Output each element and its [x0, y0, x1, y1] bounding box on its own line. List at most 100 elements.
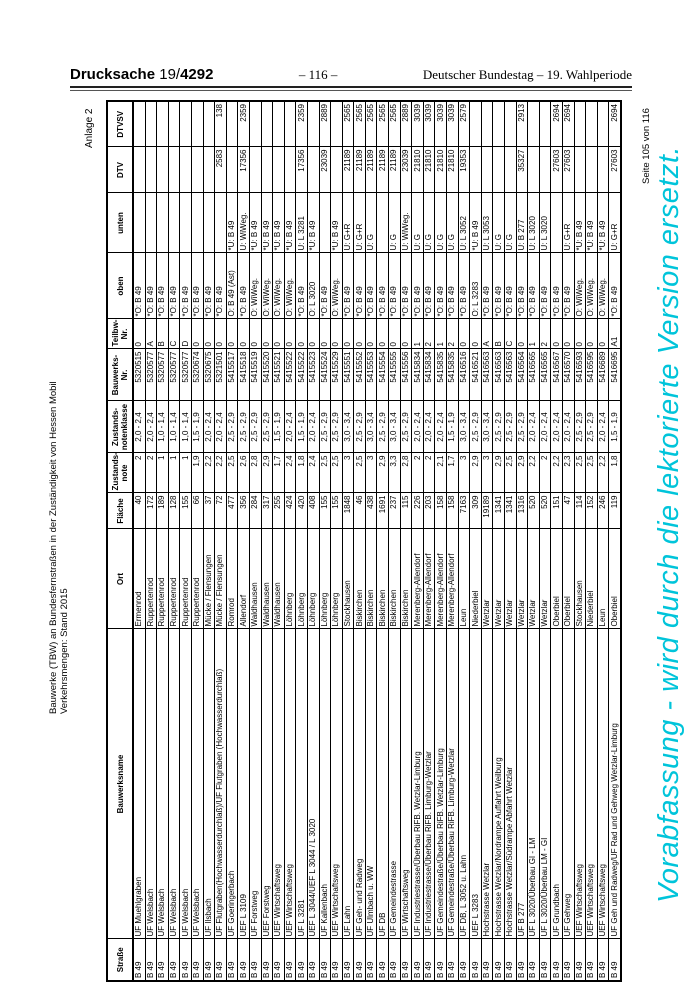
cell: 5416593 [574, 349, 586, 401]
cell: 5416570 [562, 349, 575, 401]
cell: U: B 277 [516, 193, 528, 253]
cell: *O: B 49 [237, 253, 250, 319]
cell: B 49 [226, 939, 238, 981]
cell: 0 [342, 319, 354, 349]
cell: 5415523 [307, 349, 319, 401]
cell: 2889 [400, 101, 412, 147]
cell: 0 [295, 319, 308, 349]
column-header: Teilbw- Nr. [107, 319, 133, 349]
cell: *O: B 49 [516, 253, 528, 319]
cell: 2,5 [585, 453, 598, 493]
cell: *O: B 49 [423, 253, 435, 319]
cell: UF Goeringerbach [226, 629, 238, 939]
cell: 27603 [562, 147, 575, 193]
cell: UEF L 3109 [237, 629, 250, 939]
cell [272, 147, 285, 193]
cell: Waldhausen [249, 529, 262, 629]
cell: 2,9 [469, 453, 482, 493]
table-row: B 49 UF DB, L 3052 u. Lahn Leun 7163 3 3,0 - … [458, 101, 470, 981]
cell: 1,0 - 1,4 [156, 401, 169, 453]
cell: C [168, 319, 180, 349]
cell: 2 [145, 453, 157, 493]
cell: *O: B 49 [608, 253, 621, 319]
cell [527, 147, 540, 193]
cell: 5320577 [168, 349, 180, 401]
table-row: B 49 Hochstrasse Wetzlar/Südrampe Abfahrt… [504, 101, 517, 981]
cell [226, 147, 238, 193]
cell: 5415552 [353, 349, 366, 401]
cell: B 49 [191, 939, 204, 981]
cell [527, 101, 540, 147]
cell: 158 [434, 493, 447, 529]
cell: 2,2 [550, 453, 563, 493]
cell: 5320674 [191, 349, 204, 401]
cell: B 49 [516, 939, 528, 981]
cell: B 49 [168, 939, 180, 981]
cell: Hochstrasse Wetzlar [481, 629, 493, 939]
cell: 27603 [550, 147, 563, 193]
cell: UF Industriestrasse/Überbau RiFB. Limbur… [423, 629, 435, 939]
cell: 3,0 - 3,4 [365, 401, 377, 453]
cell: 3 [458, 453, 470, 493]
cell: 0 [400, 319, 412, 349]
cell: B 49 [353, 939, 366, 981]
cell: 2,2 [214, 453, 227, 493]
cell: 2,5 - 2,9 [376, 401, 389, 453]
cell: A1 [608, 319, 621, 349]
cell: 1,5 - 1,9 [272, 401, 285, 453]
cell: 2,5 [574, 453, 586, 493]
cell: 0 [597, 319, 609, 349]
cell: 255 [272, 493, 285, 529]
cell: 3,0 - 3,4 [342, 401, 354, 453]
cell: 0 [307, 319, 319, 349]
cell: 2,0 - 2,4 [597, 401, 609, 453]
cell: UF Welsbach [156, 629, 169, 939]
column-header: unten [107, 193, 133, 253]
cell: *U: B 49 [226, 193, 238, 253]
cell: D [179, 319, 192, 349]
cell: 21189 [388, 147, 401, 193]
table-row: B 49 UEF L 3044/UEF L 3044 / L 3020 Löhnbe… [307, 101, 319, 981]
cell [203, 147, 215, 193]
cell: 1,8 [295, 453, 308, 493]
cell: B 49 [574, 939, 586, 981]
cell [550, 193, 563, 253]
cell [226, 101, 238, 147]
cell: Löhnberg [330, 529, 343, 629]
cell: 114 [574, 493, 586, 529]
table-row: B 49 UF L 3281 Löhnberg 420 1,8 1,5 - 1,9 5415… [295, 101, 308, 981]
doc-label: Drucksache [70, 66, 156, 83]
cell: 2583 [214, 147, 227, 193]
cell: 35327 [516, 147, 528, 193]
column-header: Fläche [107, 493, 133, 529]
cell: U: WiWeg. [237, 193, 250, 253]
cell: B 49 [434, 939, 447, 981]
cell: 5416567 [550, 349, 563, 401]
cell: B 49 [504, 939, 517, 981]
cell: UF Gemeindestraße/Überbau RiFB. Limburg-… [446, 629, 459, 939]
cell: 5416595 [585, 349, 598, 401]
cell: 0 [585, 319, 598, 349]
cell: UF Gemeindestrasse [388, 629, 401, 939]
cell: 5415556 [400, 349, 412, 401]
cell: 5415834 [411, 349, 424, 401]
cell: 5416565 [527, 349, 540, 401]
cell: UF Lahn [342, 629, 354, 939]
cell: B 49 [608, 939, 621, 981]
cell: 21189 [365, 147, 377, 193]
cell: 5415522 [284, 349, 296, 401]
cell: 2 [423, 453, 435, 493]
cell: Merenberg-Allendorf [423, 529, 435, 629]
header-rule-thin [70, 90, 632, 91]
column-header: DTVSV [107, 101, 133, 147]
cell: 21189 [353, 147, 366, 193]
cell: Wetzlar [516, 529, 528, 629]
cell: 1 [527, 319, 540, 349]
cell: O: WiWeg. [585, 253, 598, 319]
table-row: B 49 UF L 3020/Überbau GI - LM Wetzlar 520 2… [527, 101, 540, 981]
cell: UF Ilsbach [203, 629, 215, 939]
cell [179, 101, 192, 147]
table-row: B 49 UF Geh und Radweg/UF Rad und Gehweg … [608, 101, 621, 981]
cell: 2,5 [319, 453, 331, 493]
cell: 2,0 - 2,4 [562, 401, 575, 453]
